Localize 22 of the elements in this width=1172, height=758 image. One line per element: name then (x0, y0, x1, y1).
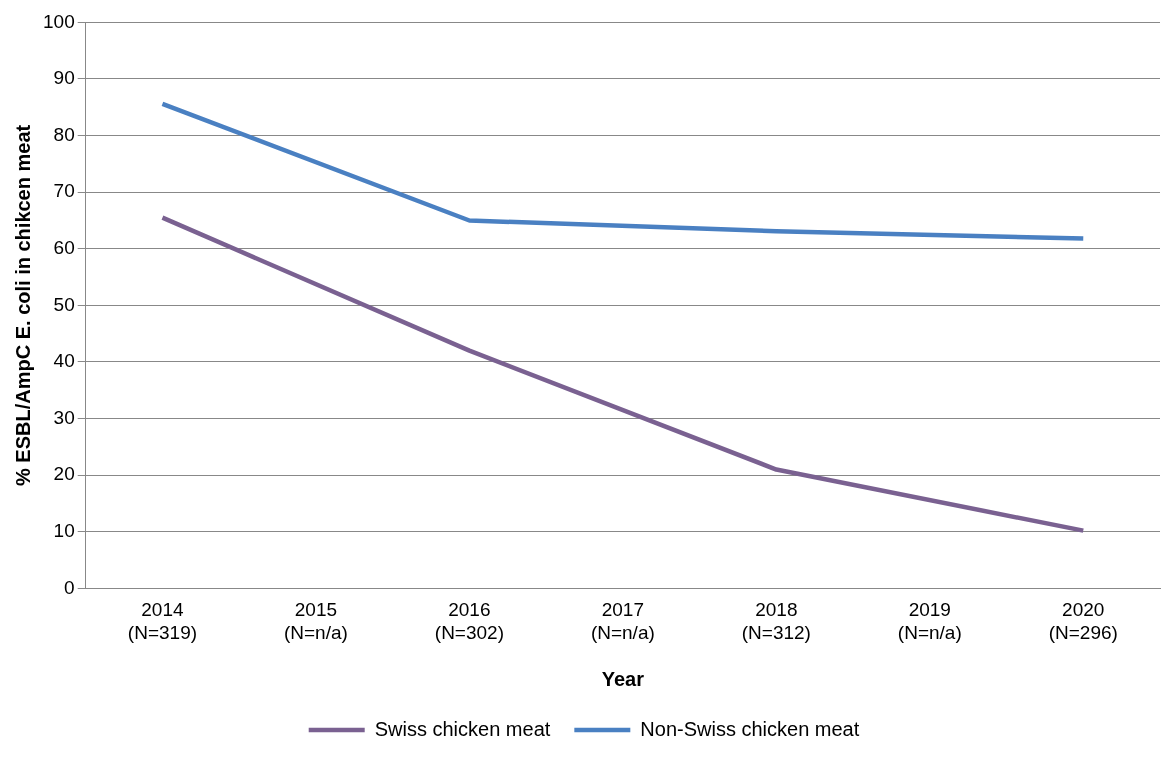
y-tick-label: 50 (53, 293, 75, 315)
y-tick-label: 70 (53, 180, 75, 202)
x-tick-label: 2016 (N=302) (434, 599, 504, 643)
y-tick-label: 60 (53, 237, 75, 259)
y-tick-label: 90 (53, 67, 75, 89)
x-tick-label: 2015 (N=n/a) (283, 599, 348, 643)
x-tick-label: 2018 (N=312) (741, 599, 811, 643)
y-tick-label: 40 (53, 350, 75, 372)
y-tick-label: 20 (53, 463, 75, 485)
y-axis-title: % ESBL/AmpC E. coli in chikcen meat (11, 124, 34, 486)
y-tick-label: 30 (53, 406, 75, 428)
y-tick-label: 0 (64, 576, 75, 598)
y-tick-label: 100 (43, 10, 75, 32)
x-tick-label: 2014 (N=319) (127, 599, 198, 643)
x-tick-label: 2019 (N=n/a) (897, 599, 962, 643)
x-tick-label: 2017 (N=n/a) (590, 599, 655, 643)
y-tick-label: 10 (53, 520, 75, 542)
x-tick-label: 2020 (N=296) (1048, 599, 1118, 643)
legend-label: Swiss chicken meat (374, 717, 551, 740)
x-axis-title: Year (601, 667, 645, 690)
legend-label: Non-Swiss chicken meat (640, 717, 860, 740)
y-tick-label: 80 (53, 123, 75, 145)
